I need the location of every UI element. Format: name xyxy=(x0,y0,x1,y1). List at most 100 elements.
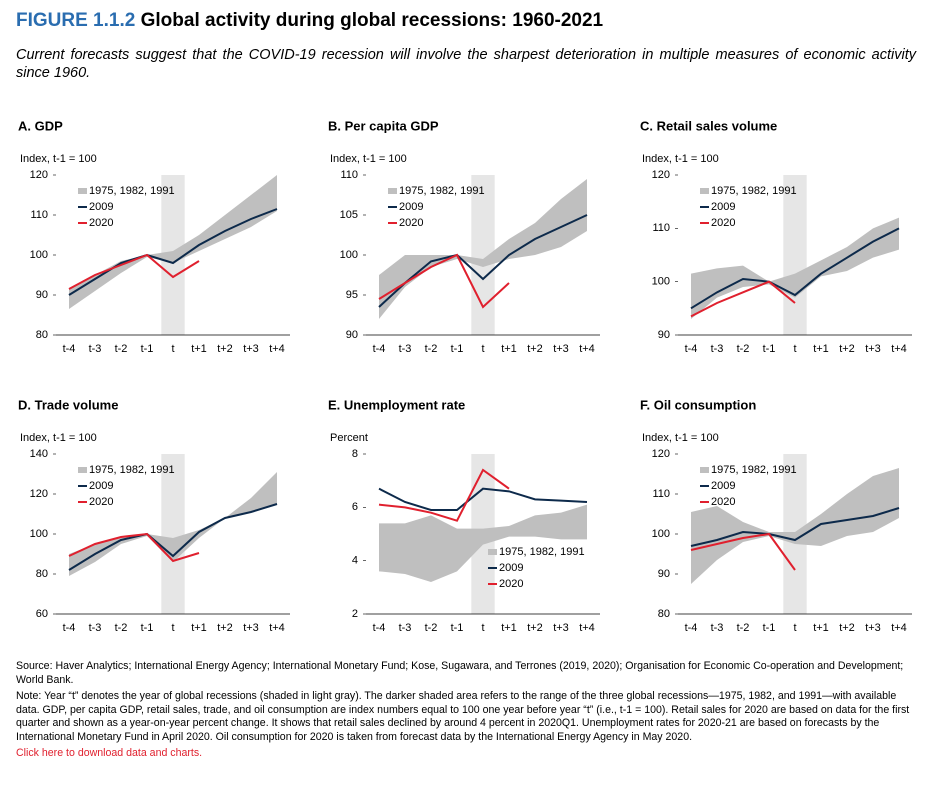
range-band xyxy=(379,504,587,582)
figure-label: FIGURE 1.1.2 xyxy=(16,10,136,31)
panel: A. GDP Index, t-1 = 100 80 90 100 110 120 t-4 t-… xyxy=(18,118,290,355)
figure-title: Global activity during global recessions… xyxy=(140,10,604,31)
y-tick-label: 80 xyxy=(36,329,48,341)
x-tick-label: t+4 xyxy=(579,622,595,634)
x-tick-label: t-2 xyxy=(737,343,750,355)
x-tick-label: t-2 xyxy=(737,622,750,634)
x-tick-label: t xyxy=(793,343,796,355)
x-tick-label: t+4 xyxy=(269,343,285,355)
x-tick-label: t-1 xyxy=(141,622,154,634)
x-tick-label: t+2 xyxy=(839,622,855,634)
header: FIGURE 1.1.2 Global activity during glob… xyxy=(16,10,916,82)
y-tick-label: 105 xyxy=(340,209,358,221)
y-tick-label: 120 xyxy=(652,448,670,460)
x-tick-label: t+3 xyxy=(243,622,259,634)
legend-swatch xyxy=(78,188,87,194)
range-band xyxy=(379,179,587,319)
y-tick-label: 100 xyxy=(30,528,48,540)
series-line xyxy=(378,468,510,522)
x-tick-label: t+4 xyxy=(891,343,907,355)
x-tick-label: t+1 xyxy=(191,343,207,355)
panel-title: C. Retail sales volume xyxy=(640,118,777,133)
x-tick-label: t-3 xyxy=(89,622,102,634)
x-tick-label: t-1 xyxy=(141,343,154,355)
y-tick-label: 100 xyxy=(652,528,670,540)
panel: B. Per capita GDP Index, t-1 = 100 90 95 100… xyxy=(328,118,600,355)
x-tick-label: t-2 xyxy=(115,622,128,634)
x-tick-label: t+4 xyxy=(579,343,595,355)
y-tick-label: 110 xyxy=(30,209,48,221)
legend-label: 1975, 1982, 1991 xyxy=(499,546,585,558)
legend-swatch xyxy=(488,549,497,555)
x-tick-label: t-3 xyxy=(711,343,724,355)
panel-title: A. GDP xyxy=(18,118,63,133)
y-tick-label: 100 xyxy=(652,276,670,288)
panel-title: E. Unemployment rate xyxy=(328,397,465,412)
x-tick-label: t+3 xyxy=(865,343,881,355)
range-band xyxy=(691,468,899,584)
x-tick-label: t+2 xyxy=(527,343,543,355)
y-tick-label: 110 xyxy=(652,488,670,500)
subtitle: Current forecasts suggest that the COVID… xyxy=(16,47,916,81)
panel: F. Oil consumption Index, t-1 = 100 80 90 10… xyxy=(640,397,912,634)
x-tick-label: t+1 xyxy=(191,622,207,634)
y-axis-label: Index, t-1 = 100 xyxy=(20,153,97,165)
recession-shade xyxy=(161,454,185,614)
x-tick-label: t+3 xyxy=(243,343,259,355)
x-tick-label: t+3 xyxy=(553,622,569,634)
x-tick-label: t-1 xyxy=(763,622,776,634)
x-tick-label: t xyxy=(481,622,484,634)
y-tick-label: 100 xyxy=(340,249,358,261)
y-tick-label: 8 xyxy=(352,448,358,460)
x-tick-label: t+1 xyxy=(813,343,829,355)
source: Source: Haver Analytics; International E… xyxy=(16,660,904,686)
x-tick-label: t-2 xyxy=(425,343,438,355)
series-line xyxy=(378,487,588,511)
y-tick-label: 100 xyxy=(30,249,48,261)
y-axis-label: Index, t-1 = 100 xyxy=(20,432,97,444)
x-tick-label: t-4 xyxy=(63,622,76,634)
y-axis-label: Index, t-1 = 100 xyxy=(642,153,719,165)
legend-label: 2009 xyxy=(89,480,113,492)
panel: C. Retail sales volume Index, t-1 = 100 90… xyxy=(640,118,912,355)
y-tick-label: 95 xyxy=(346,289,358,301)
x-tick-label: t-2 xyxy=(425,622,438,634)
legend-label: 2020 xyxy=(499,578,523,590)
x-tick-label: t xyxy=(481,343,484,355)
series-line xyxy=(690,280,796,318)
y-tick-label: 2 xyxy=(352,608,358,620)
legend-label: 2020 xyxy=(711,217,735,229)
x-tick-label: t xyxy=(171,343,174,355)
y-axis-label: Index, t-1 = 100 xyxy=(642,432,719,444)
legend-label: 1975, 1982, 1991 xyxy=(711,464,797,476)
download-link[interactable]: Click here to download data and charts. xyxy=(16,747,203,759)
legend-label: 2009 xyxy=(711,201,735,213)
note: Note: Year “t” denotes the year of globa… xyxy=(16,690,910,743)
panel-title: F. Oil consumption xyxy=(640,397,756,412)
series-line xyxy=(68,253,200,290)
x-tick-label: t-4 xyxy=(63,343,76,355)
y-tick-label: 90 xyxy=(346,329,358,341)
legend-label: 2020 xyxy=(399,217,423,229)
y-tick-label: 120 xyxy=(30,488,48,500)
x-tick-label: t-4 xyxy=(373,343,386,355)
x-tick-label: t-3 xyxy=(89,343,102,355)
series-line xyxy=(68,503,278,571)
x-tick-label: t+2 xyxy=(217,622,233,634)
x-tick-label: t+4 xyxy=(269,622,285,634)
y-tick-label: 110 xyxy=(652,222,670,234)
x-tick-label: t-1 xyxy=(451,622,464,634)
legend-swatch xyxy=(700,467,709,473)
x-tick-label: t+1 xyxy=(813,622,829,634)
series-line xyxy=(690,227,900,310)
legend-label: 2020 xyxy=(89,496,113,508)
y-tick-label: 90 xyxy=(658,568,670,580)
x-tick-label: t xyxy=(793,622,796,634)
y-tick-label: 140 xyxy=(30,448,48,460)
legend-label: 1975, 1982, 1991 xyxy=(711,185,797,197)
legend-label: 1975, 1982, 1991 xyxy=(89,464,175,476)
legend-label: 1975, 1982, 1991 xyxy=(89,185,175,197)
x-tick-label: t+3 xyxy=(865,622,881,634)
x-tick-label: t+1 xyxy=(501,343,517,355)
